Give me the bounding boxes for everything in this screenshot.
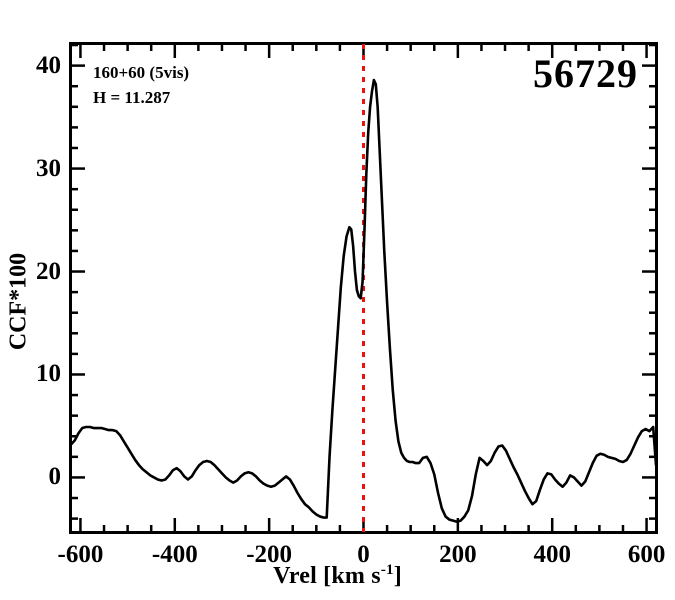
y-tick-label: 40 (36, 51, 61, 79)
annotation-target-name: 160+60 (5vis) (93, 63, 190, 82)
x-tick-label: 600 (627, 541, 666, 568)
x-axis-title: Vrel [km s-1] (0, 562, 675, 590)
mjd-label: 56729 (533, 51, 638, 96)
ccf-trace (71, 78, 656, 523)
x-tick-label: 0 (357, 541, 370, 568)
x-axis-title-main: Vrel [km s (273, 563, 381, 589)
x-tick-label: -400 (151, 541, 198, 568)
y-tick-label: 30 (36, 154, 61, 182)
y-axis-title: CCF*100 (5, 252, 32, 351)
target-annotation: 160+60 (5vis) H = 11.287 (93, 60, 189, 110)
x-tick-label: -200 (246, 541, 293, 568)
y-tick-label: 0 (48, 463, 62, 491)
y-tick-label: 20 (36, 257, 61, 285)
x-tick-label: 400 (533, 541, 571, 568)
x-tick-label: 200 (439, 541, 477, 568)
x-tick-label: -600 (57, 541, 104, 568)
x-axis-title-tail: ] (393, 563, 402, 589)
y-tick-label: 10 (36, 360, 61, 388)
annotation-hmag: H = 11.287 (93, 88, 171, 107)
x-axis-title-exponent: -1 (380, 562, 394, 578)
